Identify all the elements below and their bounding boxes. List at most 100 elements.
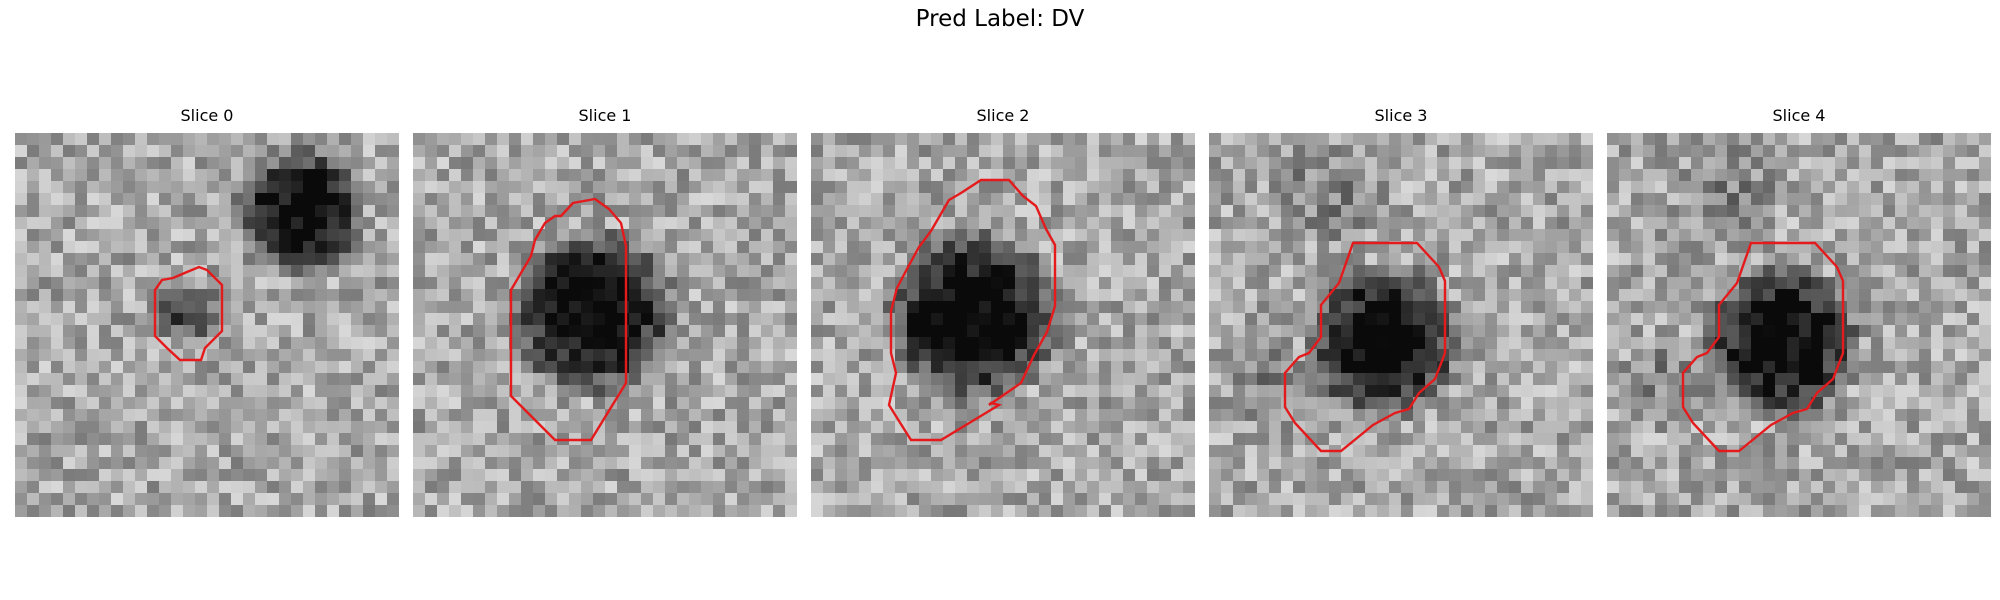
pixel — [943, 217, 956, 230]
pixel — [279, 409, 292, 422]
pixel — [1087, 145, 1100, 158]
pixel — [387, 493, 399, 506]
pixel — [1425, 373, 1438, 386]
pixel — [99, 193, 112, 206]
pixel — [737, 397, 750, 410]
pixel — [1799, 277, 1812, 290]
pixel — [231, 241, 244, 254]
pixel — [1413, 205, 1426, 218]
pixel — [1667, 301, 1680, 314]
pixel — [1449, 289, 1462, 302]
pixel — [1147, 217, 1160, 230]
pixel — [725, 289, 738, 302]
pixel — [1655, 145, 1668, 158]
pixel — [497, 385, 510, 398]
pixel — [75, 469, 88, 482]
pixel — [1955, 349, 1968, 362]
pixel — [569, 493, 582, 506]
pixel — [1521, 181, 1534, 194]
pixel — [1449, 373, 1462, 386]
pixel — [1015, 505, 1028, 517]
pixel — [847, 133, 860, 146]
pixel — [533, 145, 546, 158]
pixel — [87, 313, 100, 326]
pixel — [315, 445, 328, 458]
pixel — [27, 373, 40, 386]
pixel — [1245, 313, 1258, 326]
pixel — [1655, 229, 1668, 242]
pixel — [279, 241, 292, 254]
pixel — [593, 445, 606, 458]
pixel — [1003, 493, 1016, 506]
pixel — [207, 241, 220, 254]
pixel — [1581, 133, 1593, 146]
pixel — [1931, 373, 1944, 386]
pixel — [1739, 421, 1752, 434]
pixel — [449, 241, 462, 254]
pixel — [51, 169, 64, 182]
pixel — [1497, 157, 1510, 170]
pixel — [1859, 409, 1872, 422]
pixel — [1679, 133, 1692, 146]
pixel — [111, 409, 124, 422]
pixel — [533, 181, 546, 194]
pixel — [1075, 325, 1088, 338]
pixel — [1015, 205, 1028, 218]
pixel — [1895, 133, 1908, 146]
pixel — [1147, 229, 1160, 242]
pixel — [1317, 493, 1330, 506]
pixel — [1607, 241, 1620, 254]
pixel — [725, 481, 738, 494]
pixel — [1751, 253, 1764, 266]
pixel — [823, 193, 836, 206]
pixel — [1691, 349, 1704, 362]
pixel — [1775, 181, 1788, 194]
pixel — [773, 145, 786, 158]
pixel — [1135, 157, 1148, 170]
pixel — [1135, 469, 1148, 482]
pixel — [1775, 445, 1788, 458]
pixel — [99, 385, 112, 398]
pixel — [533, 157, 546, 170]
pixel — [943, 337, 956, 350]
pixel — [641, 361, 654, 374]
pixel — [835, 409, 848, 422]
pixel — [835, 373, 848, 386]
pixel — [653, 169, 666, 182]
pixel — [327, 277, 340, 290]
pixel — [1521, 481, 1534, 494]
pixel — [1943, 217, 1956, 230]
pixel — [581, 157, 594, 170]
pixel — [1931, 349, 1944, 362]
pixel — [63, 493, 76, 506]
pixel — [63, 445, 76, 458]
pixel — [737, 229, 750, 242]
pixel — [1293, 289, 1306, 302]
pixel — [413, 145, 426, 158]
pixel — [593, 181, 606, 194]
pixel — [1269, 265, 1282, 278]
pixel — [1655, 133, 1668, 146]
pixel — [123, 325, 136, 338]
pixel — [1715, 241, 1728, 254]
pixel — [1147, 373, 1160, 386]
pixel — [87, 217, 100, 230]
pixel — [569, 469, 582, 482]
pixel — [207, 313, 220, 326]
pixel — [1341, 409, 1354, 422]
pixel — [1401, 181, 1414, 194]
pixel — [1171, 157, 1184, 170]
pixel — [545, 349, 558, 362]
pixel — [1171, 385, 1184, 398]
pixel — [1497, 349, 1510, 362]
pixel — [1931, 277, 1944, 290]
pixel — [1655, 313, 1668, 326]
pixel — [1269, 145, 1282, 158]
pixel — [979, 385, 992, 398]
pixel — [859, 205, 872, 218]
pixel — [1569, 445, 1582, 458]
pixel — [641, 277, 654, 290]
pixel — [1895, 229, 1908, 242]
pixel — [1449, 469, 1462, 482]
pixel — [1075, 241, 1088, 254]
